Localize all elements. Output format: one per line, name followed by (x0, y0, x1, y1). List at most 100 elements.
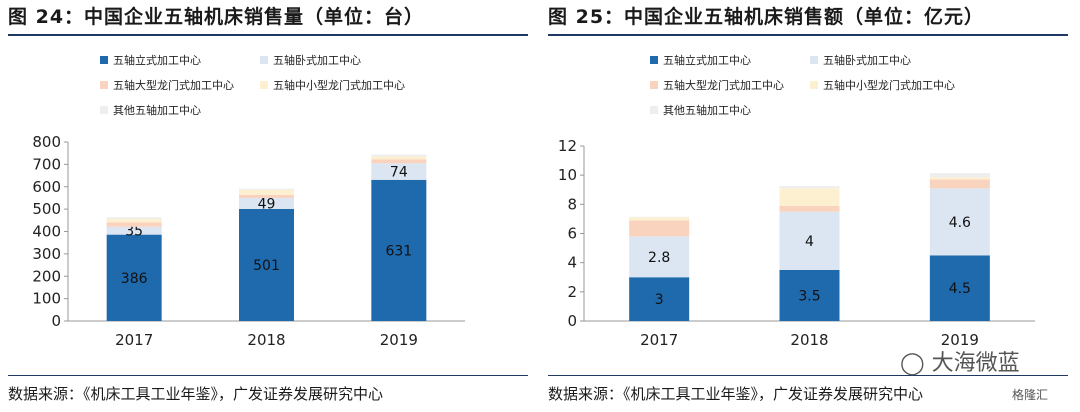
legend-swatch (100, 56, 108, 64)
legend-swatch (810, 56, 818, 64)
y-tick-label: 2 (567, 283, 577, 301)
bar-segment (929, 179, 990, 189)
bar-segment (629, 217, 690, 221)
y-tick-label: 500 (32, 200, 61, 218)
chart-panel-sales-volume: 图 24：中国企业五轴机床销售量（单位：台） 五轴立式加工中心 五轴卧式加工中心五… (8, 6, 528, 403)
bar-segment (371, 159, 427, 164)
bar-segment (371, 179, 427, 321)
legend-item: 五轴大型龙门式加工中心 (650, 77, 784, 93)
bar-segment (929, 188, 990, 256)
legend-label: 五轴大型龙门式加工中心 (113, 79, 234, 92)
x-tick-label: 2019 (941, 331, 979, 349)
y-tick-label: 0 (567, 312, 577, 330)
x-tick-label: 2018 (247, 331, 285, 349)
legend-label: 其他五轴加工中心 (663, 104, 751, 117)
legend-item: 五轴卧式加工中心 (260, 52, 361, 68)
source-rule (8, 375, 528, 376)
bar-segment (239, 189, 294, 195)
bar-segment (371, 156, 427, 160)
bar-segment (106, 217, 162, 219)
legend-swatch (810, 81, 818, 89)
bar-segment (629, 216, 690, 218)
legend-swatch (650, 106, 658, 114)
chart-source: 数据来源：《机床工具工业年鉴》，广发证券发展研究中心 (8, 385, 384, 403)
legend-swatch (100, 106, 108, 114)
data-label: 4.5 (949, 281, 971, 297)
legend-item: 五轴大型龙门式加工中心 (100, 77, 234, 93)
watermark-corner: 格隆汇 (1010, 386, 1051, 403)
bar-segment (371, 163, 427, 180)
legend-label: 其他五轴加工中心 (113, 104, 201, 117)
data-label: 35 (125, 224, 143, 240)
legend-label: 五轴卧式加工中心 (273, 54, 361, 67)
legend-item: 五轴中小型龙门式加工中心 (260, 77, 405, 93)
legend-label: 五轴立式加工中心 (113, 54, 201, 67)
legend-swatch (260, 81, 268, 89)
legend-item: 五轴卧式加工中心 (810, 52, 911, 68)
bar-segment (929, 255, 990, 321)
data-label: 2.8 (648, 250, 670, 266)
title-rule (548, 34, 1068, 36)
data-label: 49 (258, 196, 276, 212)
watermark-logo: ◯ 大海微蓝 (900, 345, 1020, 377)
legend-swatch (650, 56, 658, 64)
bar-segment (106, 222, 162, 227)
y-tick-label: 6 (567, 225, 577, 243)
bar-segment (239, 197, 294, 209)
title-rule (8, 34, 528, 36)
bar-segment (629, 220, 690, 237)
bar-segment (629, 277, 690, 321)
bar-segment (106, 234, 162, 321)
y-tick-label: 200 (32, 267, 61, 285)
source-rule (548, 375, 1068, 376)
watermark-text: 大海微蓝 (931, 351, 1020, 376)
legend-swatch (260, 56, 268, 64)
chart-plot: 0 2 4 6 8 10 12 3 2.8 2017 3.5 4 2018 4.5 4.6 2019 (558, 137, 1035, 349)
bar-segment (371, 154, 427, 157)
chart-legend: 五轴立式加工中心 五轴卧式加工中心五轴大型龙门式加工中心 五轴中小型龙门式加工中心其… (100, 52, 520, 122)
x-tick-label: 2018 (790, 331, 828, 349)
y-tick-label: 8 (567, 195, 577, 213)
y-tick-label: 0 (51, 312, 61, 330)
bar-segment (929, 172, 990, 178)
legend-item: 其他五轴加工中心 (100, 102, 201, 118)
y-tick-label: 400 (32, 223, 61, 241)
chart-plot: 0 100 200 300 400 500 600 700 800 386 35 2017 501 49 2… (32, 133, 465, 349)
x-tick-label: 2017 (115, 331, 153, 349)
legend-label: 五轴立式加工中心 (663, 54, 751, 67)
legend-label: 五轴卧式加工中心 (823, 54, 911, 67)
chart-panel-sales-value: 图 25：中国企业五轴机床销售额（单位：亿元） 五轴立式加工中心 五轴卧式加工中心… (540, 0, 1080, 412)
bar-segment (929, 177, 990, 180)
y-tick-label: 4 (567, 254, 577, 272)
bar-segment (629, 236, 690, 278)
y-tick-label: 700 (32, 155, 61, 173)
bar-segment (779, 269, 840, 321)
chart-title: 图 24：中国企业五轴机床销售量（单位：台） (8, 6, 425, 28)
bar-segment (106, 226, 162, 235)
y-tick-label: 100 (32, 290, 61, 308)
bar-segment (239, 188, 294, 190)
chart-legend: 五轴立式加工中心 五轴卧式加工中心五轴大型龙门式加工中心 五轴中小型龙门式加工中心其… (650, 52, 1070, 122)
legend-label: 五轴中小型龙门式加工中心 (273, 79, 405, 92)
data-label: 4 (805, 234, 814, 250)
legend-swatch (100, 81, 108, 89)
legend-item: 其他五轴加工中心 (650, 102, 751, 118)
data-label: 501 (253, 258, 280, 274)
legend-label: 五轴中小型龙门式加工中心 (823, 79, 955, 92)
legend-item: 五轴立式加工中心 (100, 52, 201, 68)
x-tick-label: 2017 (640, 331, 678, 349)
bar-segment (779, 186, 840, 189)
data-label: 74 (390, 165, 408, 181)
y-tick-label: 10 (558, 166, 577, 184)
legend-item: 五轴立式加工中心 (650, 52, 751, 68)
x-tick-label: 2019 (380, 331, 418, 349)
data-label: 3.5 (798, 288, 820, 304)
legend-item: 五轴中小型龙门式加工中心 (810, 77, 955, 93)
chart-title: 图 25：中国企业五轴机床销售额（单位：亿元） (548, 6, 985, 28)
y-tick-label: 12 (558, 137, 577, 155)
bar-segment (239, 194, 294, 198)
data-label: 3 (655, 292, 664, 308)
bar-segment (779, 188, 840, 206)
chart-source: 数据来源：《机床工具工业年鉴》，广发证券发展研究中心 (548, 385, 924, 403)
data-label: 386 (121, 271, 148, 287)
